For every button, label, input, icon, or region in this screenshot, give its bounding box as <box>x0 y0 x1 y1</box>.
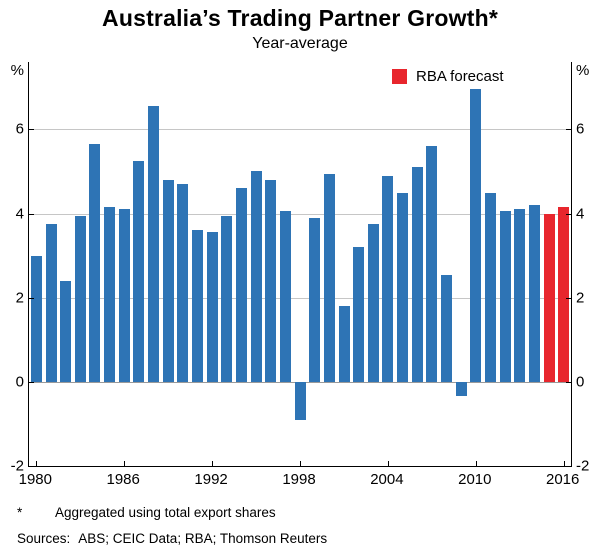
gridline <box>29 213 571 215</box>
x-axis: 1980 1986 1992 1998 2004 2010 2016 <box>19 471 580 491</box>
bar-1985 <box>104 207 116 382</box>
axis-tick <box>566 466 571 467</box>
y-axis-label: 2 <box>576 289 585 307</box>
axis-tick <box>29 466 34 467</box>
bar-2011 <box>484 192 496 382</box>
axis-tick <box>300 461 301 466</box>
y-axis-left: % 6 4 2 0 -2 <box>0 62 24 475</box>
y-axis-label: 6 <box>15 120 24 138</box>
bar-2006 <box>411 167 423 382</box>
legend: RBA forecast <box>392 68 504 85</box>
bar-2001 <box>338 306 350 382</box>
rba-forecast-label: RBA forecast <box>416 68 504 85</box>
bar-2015 <box>543 213 555 382</box>
right-axis-unit: % <box>576 62 590 79</box>
bar-2013 <box>514 209 526 382</box>
bar-1982 <box>60 280 72 382</box>
chart-subtitle: Year-average <box>252 35 348 52</box>
bar-1992 <box>206 232 218 382</box>
bar-1987 <box>133 160 145 382</box>
bar-1980 <box>30 255 42 382</box>
bar-1996 <box>265 179 277 382</box>
axis-tick <box>475 461 477 466</box>
bar-1983 <box>74 215 86 382</box>
bar-1994 <box>235 188 247 382</box>
gridline <box>29 297 571 299</box>
bar-2008 <box>441 274 452 382</box>
y-axis-label: 4 <box>576 205 585 222</box>
axis-tick <box>212 461 214 466</box>
axis-tick <box>566 297 571 299</box>
footnote: * Aggregated using total export shares <box>17 505 587 520</box>
x-axis-label: 2004 <box>370 471 404 488</box>
footnote-text: Aggregated using total export shares <box>55 505 276 520</box>
y-axis-label: 4 <box>15 205 24 222</box>
bar-2004 <box>382 175 394 382</box>
bar-2007 <box>426 146 438 382</box>
bar-1993 <box>221 215 233 382</box>
axis-tick <box>29 381 34 383</box>
y-axis-label: 0 <box>576 373 585 391</box>
sources-label: Sources: <box>17 531 71 546</box>
left-axis-unit: % <box>10 62 24 79</box>
bar-2014 <box>528 205 540 382</box>
rba-forecast-swatch <box>392 69 407 84</box>
y-axis-label: 0 <box>15 373 24 391</box>
bar-1981 <box>45 224 57 382</box>
x-axis-label: 2016 <box>546 471 580 488</box>
axis-tick <box>29 129 34 131</box>
bar-2005 <box>397 192 408 382</box>
y-axis-right: % 6 4 2 0 -2 <box>576 62 600 475</box>
bar-2012 <box>499 211 511 382</box>
bar-1991 <box>192 230 203 382</box>
chart-title: Australia’s Trading Partner Growth* <box>102 5 498 31</box>
bar-1999 <box>309 217 321 382</box>
bar-1995 <box>250 171 262 382</box>
bar-2002 <box>353 247 365 382</box>
sources: Sources: ABS; CEIC Data; RBA; Thomson Reu… <box>17 531 587 546</box>
sources-text: ABS; CEIC Data; RBA; Thomson Reuters <box>78 531 328 546</box>
x-axis-label: 1998 <box>282 471 316 488</box>
bar-1984 <box>89 144 101 382</box>
x-axis-label: 1980 <box>18 471 52 488</box>
y-axis-label: 2 <box>15 289 24 307</box>
bar-2016 <box>558 207 570 382</box>
axis-tick <box>387 461 389 466</box>
bar-1990 <box>177 184 189 382</box>
gridline <box>29 129 571 131</box>
bar-1988 <box>148 106 159 382</box>
axis-tick <box>563 461 565 466</box>
x-axis-label: 1986 <box>106 471 140 488</box>
y-axis-label: -2 <box>10 457 24 475</box>
bar-2000 <box>323 173 335 382</box>
bar-2010 <box>470 89 482 382</box>
axis-tick <box>29 297 34 299</box>
y-axis-label: -2 <box>576 457 590 475</box>
axis-tick <box>566 213 571 215</box>
y-axis-label: 6 <box>576 120 585 138</box>
x-axis-label: 2010 <box>458 471 492 488</box>
bar-1998 <box>294 381 306 420</box>
axis-tick <box>29 213 34 215</box>
footnote-marker: * <box>17 505 23 520</box>
plot-area: RBA forecast <box>28 62 572 467</box>
bar-2003 <box>367 224 379 382</box>
axis-tick <box>124 461 126 466</box>
axis-tick <box>36 461 38 466</box>
bar-1997 <box>279 211 291 382</box>
bar-2009 <box>455 381 467 397</box>
bar-1989 <box>162 179 174 382</box>
bar-1986 <box>118 209 130 382</box>
x-axis-label: 1992 <box>194 471 228 488</box>
axis-tick <box>566 381 571 383</box>
axis-tick <box>566 129 571 131</box>
